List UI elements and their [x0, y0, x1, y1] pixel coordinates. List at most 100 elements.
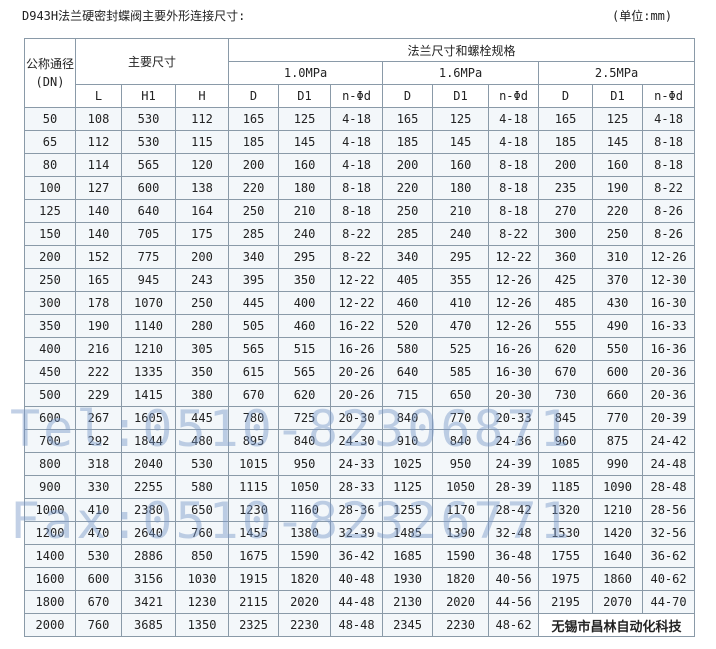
- cell: 800: [24, 452, 76, 476]
- cell: 600: [592, 360, 644, 384]
- table-row: 200 152 775 200 340 295 8-22 340 295 12-22 360 310 1…: [24, 245, 696, 269]
- cell: 485: [538, 291, 594, 315]
- cell: 220: [228, 176, 280, 200]
- cell: 650: [432, 383, 490, 407]
- cell: 24-39: [488, 452, 540, 476]
- column-header: H: [174, 84, 230, 108]
- table-row: 250 165 945 243 395 350 12-22 405 355 12-26 425 370…: [24, 268, 696, 292]
- cell: 240: [432, 222, 490, 246]
- cell: 950: [278, 452, 332, 476]
- cell: 16-26: [488, 337, 540, 361]
- cell: 20-26: [330, 383, 384, 407]
- column-header: D: [382, 84, 434, 108]
- cell: 715: [382, 383, 434, 407]
- cell: 850: [174, 544, 230, 568]
- cell: 585: [432, 360, 490, 384]
- cell: 32-56: [642, 521, 696, 545]
- cell: 152: [75, 245, 122, 269]
- cell: 1115: [228, 475, 280, 499]
- table-row: 700 292 1844 480 895 840 24-30 910 840 24-36 960 87…: [24, 429, 696, 453]
- table-row: 500 229 1415 380 670 620 20-26 715 650 20-30 730 66…: [24, 383, 696, 407]
- cell: 990: [592, 452, 644, 476]
- cell: 65: [24, 130, 76, 154]
- cell: 520: [382, 314, 434, 338]
- cell: 1755: [538, 544, 594, 568]
- cell: 460: [278, 314, 332, 338]
- column-header: H1: [121, 84, 176, 108]
- cell: 900: [24, 475, 76, 499]
- cell: 240: [278, 222, 332, 246]
- cell: 1210: [121, 337, 176, 361]
- cell: 620: [538, 337, 594, 361]
- cell: 565: [121, 153, 176, 177]
- cell: 178: [75, 291, 122, 315]
- cell: 530: [121, 107, 176, 131]
- cell: 140: [75, 222, 122, 246]
- cell: 16-30: [488, 360, 540, 384]
- cell: 160: [432, 153, 490, 177]
- cell: 180: [278, 176, 332, 200]
- cell: 2020: [278, 590, 332, 614]
- cell: 8-18: [642, 153, 696, 177]
- cell: 840: [278, 429, 332, 453]
- cell: 760: [174, 521, 230, 545]
- cell: 28-48: [642, 475, 696, 499]
- table-row: 350 190 1140 280 505 460 16-22 520 470 12-26 555 49…: [24, 314, 696, 338]
- cell: 530: [75, 544, 122, 568]
- main-header: 主要尺寸: [74, 38, 230, 85]
- cell: 12-26: [488, 314, 540, 338]
- cell: 910: [382, 429, 434, 453]
- cell: 8-22: [642, 176, 696, 200]
- cell: 318: [75, 452, 122, 476]
- cell: 300: [538, 222, 594, 246]
- cell: 1590: [278, 544, 332, 568]
- cell: 340: [228, 245, 280, 269]
- flange-header: 法兰尺寸和螺栓规格: [228, 38, 696, 62]
- cell: 960: [538, 429, 594, 453]
- cell: 20-30: [330, 406, 384, 430]
- cell: 1820: [432, 567, 490, 591]
- cell: 410: [75, 498, 122, 522]
- cell: 1015: [228, 452, 280, 476]
- cell: 405: [382, 268, 434, 292]
- cell: 200: [24, 245, 76, 269]
- column-header: L: [75, 84, 122, 108]
- table-row: 125 140 640 164 250 210 8-18 250 210 8-18 270 220 8-…: [24, 199, 696, 223]
- cell: 2325: [228, 613, 280, 637]
- cell: 1530: [538, 521, 594, 545]
- cell: 1420: [592, 521, 644, 545]
- cell: 840: [432, 429, 490, 453]
- cell: 50: [24, 107, 76, 131]
- cell: 330: [75, 475, 122, 499]
- cell: 480: [174, 429, 230, 453]
- cell: 292: [75, 429, 122, 453]
- cell: 40-48: [330, 567, 384, 591]
- cell: 20-39: [642, 406, 696, 430]
- cell: 4-18: [488, 107, 540, 131]
- cell: 125: [24, 199, 76, 223]
- column-header: D1: [592, 84, 644, 108]
- title: D943H法兰硬密封蝶阀主要外形连接尺寸:: [22, 9, 246, 23]
- cell: 2230: [278, 613, 332, 637]
- cell: 127: [75, 176, 122, 200]
- cell: 270: [538, 199, 594, 223]
- cell: 138: [174, 176, 230, 200]
- cell: 150: [24, 222, 76, 246]
- cell: 1335: [121, 360, 176, 384]
- dimension-table: 公称通径(DN) 主要尺寸 法兰尺寸和螺栓规格 1.0MPa 1.6MPa 2.5MPa L…: [24, 38, 696, 637]
- cell: 250: [174, 291, 230, 315]
- cell: 1600: [24, 567, 76, 591]
- cell: 20-36: [642, 383, 696, 407]
- table-row: 100 127 600 138 220 180 8-18 220 180 8-18 235 190 8-…: [24, 176, 696, 200]
- column-header: D1: [432, 84, 490, 108]
- cell: 145: [432, 130, 490, 154]
- cell: 670: [538, 360, 594, 384]
- pressure-header: 1.0MPa: [228, 61, 384, 85]
- cell: 28-39: [488, 475, 540, 499]
- cell: 1185: [538, 475, 594, 499]
- cell: 24-48: [642, 452, 696, 476]
- cell: 2255: [121, 475, 176, 499]
- cell: 4-18: [330, 153, 384, 177]
- cell: 180: [432, 176, 490, 200]
- cell: 295: [278, 245, 332, 269]
